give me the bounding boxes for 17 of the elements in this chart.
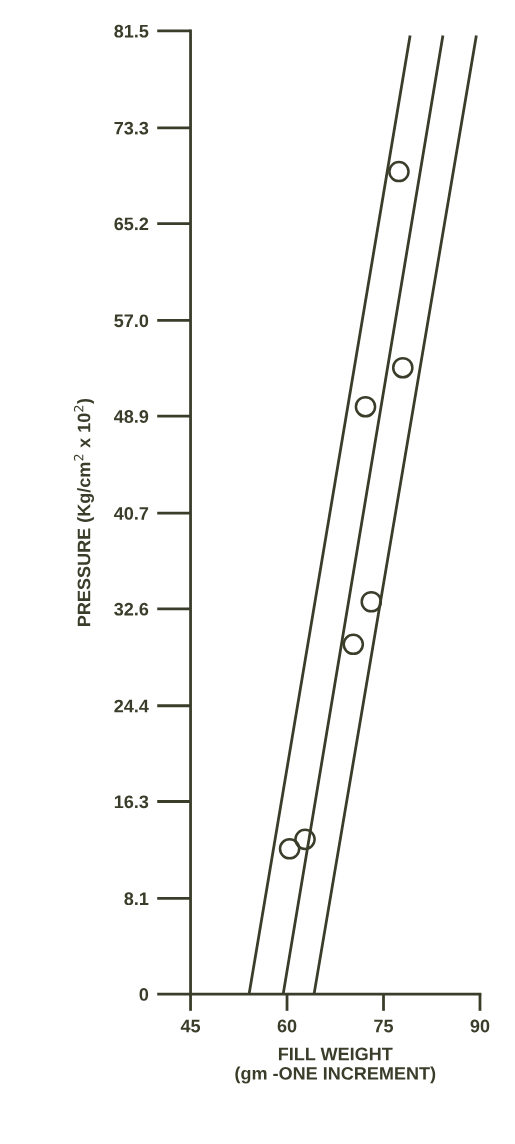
- y-tick-label: 40.7: [114, 507, 149, 520]
- y-axis-title: PRESSURE (Kg/cm$^{2}$ x 10$^{2}$): [73, 398, 95, 626]
- y-tick-label: 32.6: [114, 602, 149, 616]
- y-tick-label: 48.9: [114, 410, 149, 423]
- y-tick-label: 8.1: [124, 892, 149, 906]
- y-tick-label: 57.0: [114, 314, 149, 328]
- y-tick-label: 16.3: [114, 795, 149, 809]
- y-tick-label: 73.3: [114, 121, 149, 135]
- x-tick-label: 45: [180, 1019, 201, 1033]
- x-axis-title: FILL WEIGHT (gm -ONE INCREMENT): [235, 1047, 436, 1084]
- y-tick-label: 81.5: [114, 24, 149, 38]
- x-tick-label: 90: [470, 1019, 490, 1033]
- y-tick-label: 0: [139, 988, 149, 1001]
- x-tick-label: 60: [277, 1019, 297, 1033]
- x-tick-label: 75: [374, 1019, 394, 1033]
- y-tick-label: 65.2: [114, 217, 149, 231]
- y-tick-label: 24.4: [114, 699, 149, 713]
